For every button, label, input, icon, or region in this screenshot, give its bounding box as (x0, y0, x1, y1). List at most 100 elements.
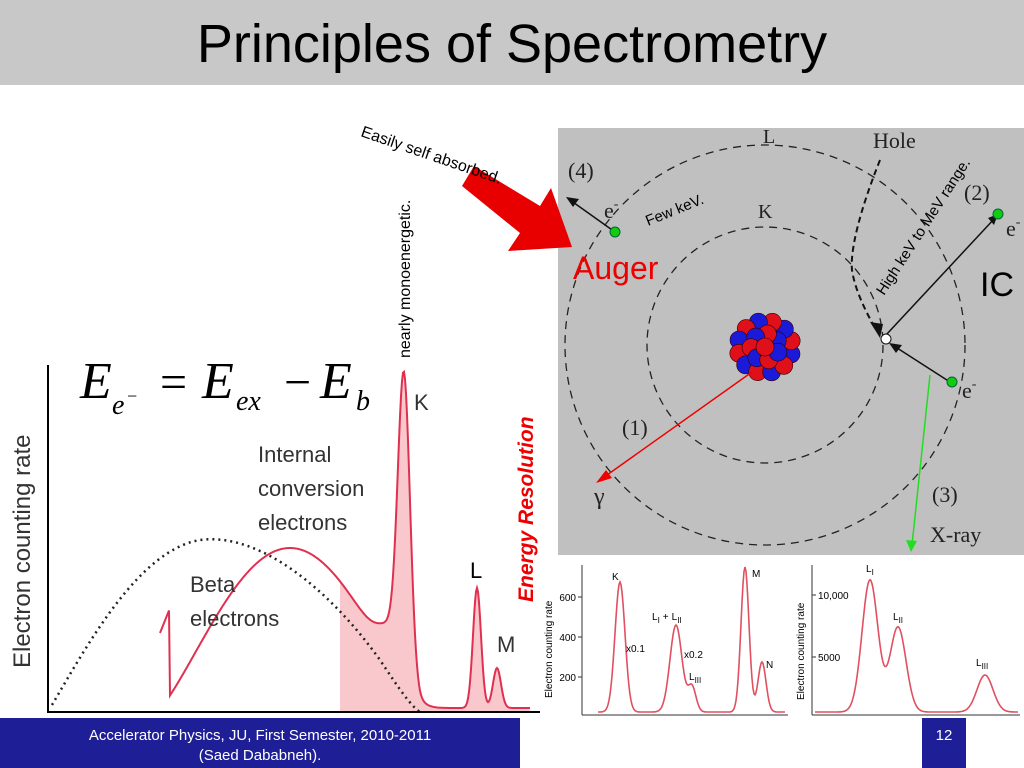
peak-label: LIII (976, 658, 988, 671)
electron-charge: - (614, 197, 619, 212)
electron (992, 208, 1004, 220)
formula-subscript: e (112, 390, 124, 421)
auger-track (569, 199, 616, 233)
formula-operator: − (284, 356, 311, 409)
spectrum-line (159, 369, 530, 709)
ic-label: conversion (258, 476, 364, 501)
page-number-box (922, 718, 966, 768)
beta-label: Beta (190, 572, 236, 597)
electron-fill-track (893, 345, 951, 383)
energy-resolution-note: Energy Resolution (515, 416, 538, 602)
label-part: L (893, 612, 899, 623)
self-absorbed-note: Easily self absorbed. (359, 124, 504, 188)
label-part: III (695, 676, 702, 685)
label-part: L (866, 564, 872, 575)
formula-symbol: E (79, 353, 112, 410)
slide-title: Principles of Spectrometry (197, 14, 827, 74)
ic-electron-track (885, 217, 996, 336)
peak-fill (340, 371, 530, 712)
formula-operator: = (160, 356, 187, 409)
shell-l (564, 144, 966, 546)
gamma-label: γ (593, 484, 605, 510)
label-part: II (677, 616, 681, 625)
electron-symbol: e (962, 378, 972, 403)
inset-spectrum: 600 400 200 Electron counting rate K x0.… (540, 558, 790, 718)
arrow-head (870, 322, 883, 338)
peak-label: M (752, 569, 760, 580)
formula-superscript: − (127, 386, 137, 406)
electron-label: e- (962, 377, 977, 403)
peak-label: x0.2 (684, 650, 703, 661)
ic-label: Internal (258, 442, 331, 467)
axis-label: Electron counting rate (796, 602, 807, 700)
tick-label: 5000 (818, 653, 841, 664)
electron (609, 226, 621, 238)
label-part: L (652, 612, 658, 623)
red-arrow (462, 166, 572, 251)
arrow-head (889, 343, 902, 353)
peak-label: LIII (689, 672, 701, 685)
peak-label: LI (866, 564, 874, 577)
shell-k (646, 226, 884, 464)
ic-label: IC (980, 266, 1014, 304)
tick-label: 400 (559, 633, 576, 644)
peak-label: LI + LII (652, 612, 682, 625)
label-part: II (899, 616, 903, 625)
peak-label: M (497, 632, 515, 657)
beta-label: electrons (190, 606, 279, 631)
shell-label: L (763, 126, 775, 148)
tick-label: 600 (559, 593, 576, 604)
electron-charge: - (1016, 215, 1021, 230)
label-part: I (658, 616, 660, 625)
arrow-head (596, 470, 612, 483)
process-label: (3) (932, 482, 958, 507)
process-label: (2) (964, 180, 990, 205)
footer-text: Accelerator Physics, JU, First Semester,… (89, 727, 431, 744)
formula-subscript: ex (236, 386, 261, 417)
xray-label: X-ray (930, 522, 981, 547)
peak-label: LII (893, 612, 903, 625)
inset-line (598, 566, 785, 713)
axis-label: Electron counting rate (9, 435, 36, 668)
inset-line (815, 578, 1018, 713)
gamma-ray (599, 371, 753, 481)
electron-symbol: e (1006, 216, 1016, 241)
atom-diagram: L Hole K (4) (2) (1) (3) e- e- e- γ X-ra… (558, 126, 1024, 555)
electron-charge: - (972, 377, 977, 392)
footer-text: (Saed Dababneh). (199, 747, 322, 764)
peak-label: K (612, 572, 619, 583)
page-number: 12 (936, 727, 953, 744)
formula: E e − = E ex − E b (79, 353, 370, 421)
nucleus (729, 312, 801, 382)
process-label: (1) (622, 415, 648, 440)
shell-label: K (758, 201, 773, 223)
nucleon (755, 337, 775, 357)
label-part: + (663, 612, 669, 623)
electron (946, 376, 958, 388)
label-part: I (872, 568, 874, 577)
peak-label: K (414, 390, 429, 415)
electron-symbol: e (604, 198, 614, 223)
spectrum-plot: Electron counting rate Internal conversi… (9, 365, 540, 714)
hole-path (850, 159, 881, 331)
electron-label: e- (1006, 215, 1021, 241)
peak-label: x0.1 (626, 644, 645, 655)
label-part: L (689, 672, 695, 683)
electron-label: e- (604, 197, 619, 223)
inset-bg (794, 558, 1024, 718)
title-band (0, 0, 1024, 85)
hole-label: Hole (873, 128, 916, 153)
monoenergetic-note: nearly monoenergetic. (397, 200, 414, 358)
inset-spectrum: 10,000 5000 Electron counting rate LI LI… (794, 558, 1024, 718)
formula-symbol: E (319, 353, 352, 410)
formula-subscript: b (356, 386, 370, 417)
footer-bar (0, 718, 520, 768)
peak-label: N (766, 660, 773, 671)
ic-label: electrons (258, 510, 347, 535)
label-part: L (672, 612, 678, 623)
tick-label: 10,000 (818, 591, 849, 602)
xray-track (911, 374, 931, 546)
process-label: (4) (568, 158, 594, 183)
